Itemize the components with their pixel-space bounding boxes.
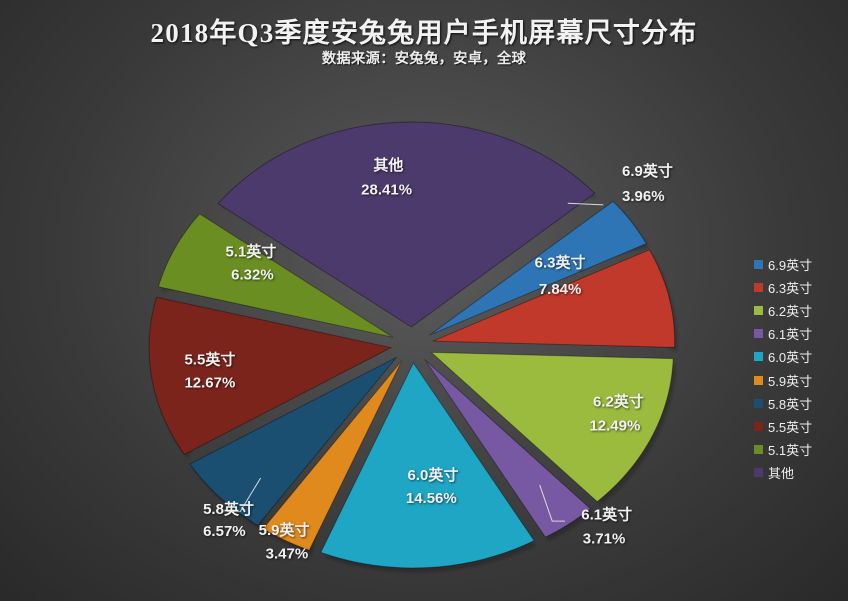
svg-text:6.57%: 6.57% <box>203 523 246 540</box>
svg-text:14.56%: 14.56% <box>406 490 457 507</box>
svg-text:3.71%: 3.71% <box>583 530 626 547</box>
svg-text:5.8英寸: 5.8英寸 <box>203 500 254 518</box>
svg-text:6.1英寸: 6.1英寸 <box>581 506 632 524</box>
svg-text:6.9英寸: 6.9英寸 <box>622 162 673 180</box>
svg-text:3.96%: 3.96% <box>622 188 665 205</box>
svg-text:12.67%: 12.67% <box>184 375 235 392</box>
svg-text:5.1英寸: 5.1英寸 <box>225 243 276 261</box>
svg-text:6.2英寸: 6.2英寸 <box>593 393 644 411</box>
svg-text:3.47%: 3.47% <box>266 545 309 562</box>
svg-text:其他: 其他 <box>373 156 403 174</box>
svg-text:12.49%: 12.49% <box>589 417 640 434</box>
svg-text:7.84%: 7.84% <box>539 281 582 298</box>
svg-text:6.0英寸: 6.0英寸 <box>407 466 458 484</box>
svg-text:5.9英寸: 5.9英寸 <box>259 521 310 539</box>
svg-text:5.5英寸: 5.5英寸 <box>184 351 235 369</box>
svg-text:6.32%: 6.32% <box>231 266 274 283</box>
svg-text:28.41%: 28.41% <box>361 182 412 199</box>
svg-text:6.3英寸: 6.3英寸 <box>535 253 586 271</box>
